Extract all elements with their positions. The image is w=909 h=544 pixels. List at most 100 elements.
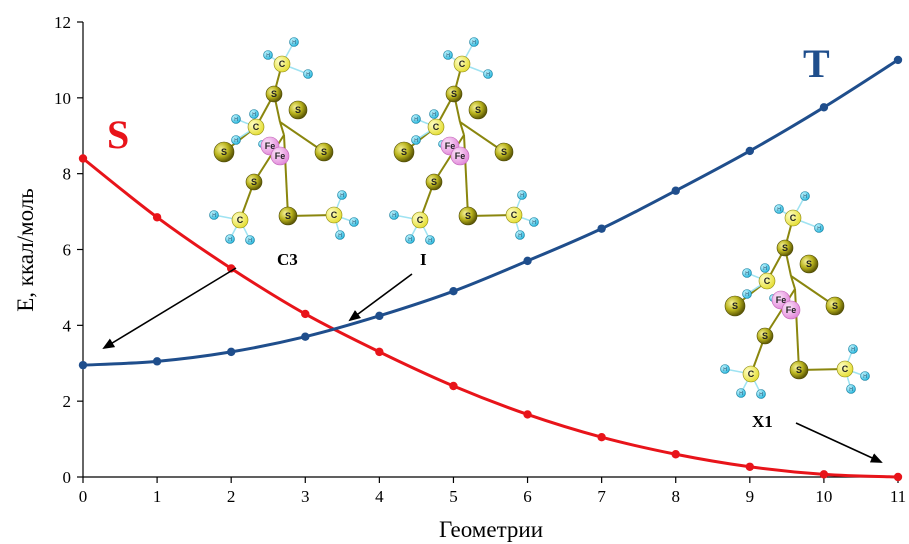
data-point-s-8 [671, 450, 680, 459]
data-point-t-3 [301, 332, 310, 341]
atom-label-h: H [252, 112, 256, 118]
annotation-i: I [348, 250, 427, 322]
series-label-t: T [803, 41, 830, 86]
annotation-c3: C3 [102, 250, 298, 350]
data-point-s-0 [78, 154, 88, 163]
data-point-t-6 [523, 256, 532, 266]
y-tick-label: 10 [54, 89, 71, 108]
atom-label-s: S [285, 211, 291, 221]
atom-label-h: H [777, 207, 781, 213]
atom-label-h: H [745, 292, 749, 298]
atom-label-h: H [234, 117, 238, 123]
atom-label-h: H [408, 237, 412, 243]
data-point-t-0 [78, 360, 88, 370]
atom-label-c: C [331, 210, 338, 220]
x-tick-label: 2 [227, 487, 236, 506]
y-tick-label: 12 [54, 13, 71, 32]
atom-label-s: S [451, 89, 457, 99]
atom-label-s: S [271, 89, 277, 99]
atom-label-c: C [237, 215, 244, 225]
data-point-s-1 [152, 213, 162, 222]
atom-label-h: H [803, 194, 807, 200]
atom-label-c: C [764, 276, 771, 286]
y-tick-label: 6 [63, 241, 72, 260]
atom-label-s: S [295, 105, 301, 115]
atom-label-h: H [745, 271, 749, 277]
y-ticks: 0 2 4 6 8 10 12 [54, 13, 83, 487]
atom-label-h: H [306, 72, 310, 78]
atom-label-h: H [851, 347, 855, 353]
series-label-s: S [107, 112, 129, 157]
x-tick-label: 6 [523, 487, 532, 506]
atom-label-h: H [266, 53, 270, 59]
y-axis-title: E, ккал/моль [13, 188, 38, 312]
atom-label-s: S [431, 177, 437, 187]
atom-label-s: S [782, 243, 788, 253]
atom-label-h: H [248, 238, 252, 244]
atom-label-h: H [414, 138, 418, 144]
atom-label-s: S [221, 147, 227, 157]
data-point-s-3 [301, 309, 310, 319]
atom-label-s: S [732, 301, 738, 311]
atom-label-fe: Fe [455, 151, 466, 161]
atom-label-h: H [428, 238, 432, 244]
annotation-arrow-x1 [795, 422, 883, 463]
atom-label-s: S [251, 177, 257, 187]
atom-label-h: H [759, 392, 763, 398]
atom-label-c: C [279, 59, 286, 69]
data-point-s-4 [375, 347, 384, 357]
atom-label-c: C [748, 369, 755, 379]
atom-label-h: H [292, 40, 296, 46]
atom-label-h: H [763, 266, 767, 272]
x-tick-label: 1 [153, 487, 162, 506]
atom-label-c: C [511, 210, 518, 220]
atom-label-c: C [459, 59, 466, 69]
data-point-t-4 [375, 311, 384, 321]
atom-label-fe: Fe [265, 141, 276, 151]
atom-label-h: H [472, 40, 476, 46]
atom-label-s: S [401, 147, 407, 157]
atom-label-h: H [446, 53, 450, 59]
annotation-label-c3: C3 [277, 250, 298, 269]
atom-label-h: H [520, 193, 524, 199]
data-point-s-6 [523, 410, 532, 419]
atom-label-h: H [518, 233, 522, 239]
data-point-t-10 [819, 103, 829, 112]
x-tick-label: 11 [890, 487, 906, 506]
annotation-x1: X1 [752, 412, 883, 463]
atom-label-h: H [432, 112, 436, 118]
data-point-s-5 [449, 381, 458, 391]
x-tick-label: 10 [815, 487, 832, 506]
atom-label-fe: Fe [786, 305, 797, 315]
y-tick-label: 0 [63, 468, 72, 487]
atom-label-s: S [465, 211, 471, 221]
annotation-label-x1: X1 [752, 412, 773, 431]
annotation-arrow-c3 [102, 267, 237, 350]
x-tick-label: 5 [449, 487, 458, 506]
atom-label-s: S [796, 365, 802, 375]
x-tick-label: 8 [671, 487, 680, 506]
x-tick-label: 7 [597, 487, 606, 506]
x-tick-label: 3 [301, 487, 310, 506]
atom-label-h: H [352, 220, 356, 226]
y-tick-label: 4 [63, 316, 72, 335]
atom-label-h: H [338, 233, 342, 239]
annotation-label-i: I [420, 250, 427, 269]
series-layer [78, 55, 903, 482]
atom-label-h: H [723, 367, 727, 373]
data-point-t-2 [226, 347, 236, 357]
data-point-s-11 [893, 472, 903, 482]
atom-label-h: H [234, 138, 238, 144]
atom-label-h: H [817, 226, 821, 232]
data-point-s-9 [745, 462, 755, 471]
atom-label-fe: Fe [275, 151, 286, 161]
atom-label-h: H [228, 237, 232, 243]
atom-label-h: H [849, 387, 853, 393]
y-tick-label: 2 [63, 392, 72, 411]
atom-label-fe: Fe [445, 141, 456, 151]
data-point-t-7 [597, 224, 606, 233]
annotation-arrow-i [348, 273, 413, 322]
